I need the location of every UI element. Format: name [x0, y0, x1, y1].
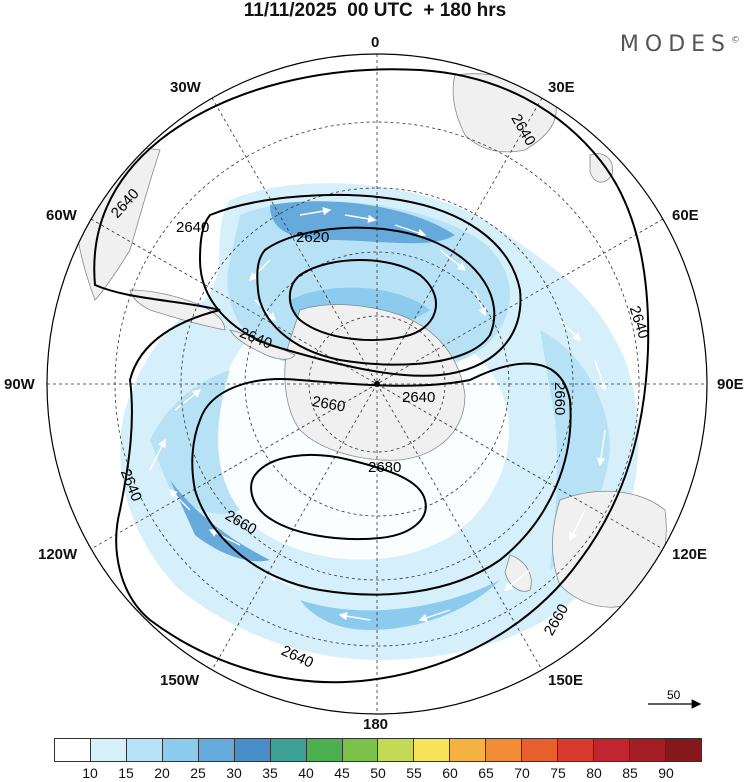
- colorbar-swatch: [162, 739, 199, 761]
- wind-vector: [268, 574, 301, 591]
- colorbar-swatch: [414, 739, 451, 761]
- contour-label: 2640: [176, 219, 209, 236]
- jet-core-west: [150, 370, 240, 514]
- lon-label-150w: 150W: [160, 672, 200, 689]
- colorbar-tick-label: 30: [226, 765, 242, 781]
- colorbar-swatch: [486, 739, 523, 761]
- wind-vector: [299, 207, 332, 216]
- contour-2680: [250, 454, 427, 541]
- wind-vector: [249, 259, 271, 281]
- colorbar-tick-label: 10: [82, 765, 98, 781]
- wind-vector: [559, 319, 581, 341]
- colorbar: [54, 738, 702, 762]
- madagascar: [589, 153, 613, 183]
- contour-label: 2640: [402, 389, 435, 406]
- antarctic-peninsula: [229, 329, 296, 360]
- wind-vector: [569, 509, 586, 542]
- colorbar-tick-label: 65: [478, 765, 494, 781]
- wind-vector: [596, 429, 606, 467]
- lon-label-60w: 60W: [46, 207, 77, 224]
- colorbar-tick-label: 50: [370, 765, 386, 781]
- brand-name: MODES: [619, 32, 731, 57]
- lon-label-120w: 120W: [38, 546, 78, 563]
- contour-2640-ring: [198, 194, 522, 377]
- height-contours: [93, 68, 650, 684]
- colorbar-tick-label: 40: [298, 765, 314, 781]
- colorbar-tick-label: 45: [334, 765, 350, 781]
- colorbar-swatch: [234, 739, 271, 761]
- south-pole-marker: [374, 381, 380, 387]
- wind-vector: [394, 224, 427, 237]
- map-title: 11/11/2025 00 UTC + 180 hrs: [243, 0, 507, 21]
- jet-core-southwest: [170, 480, 270, 562]
- lon-label-150e: 150E: [548, 672, 584, 689]
- colorbar-tick-label: 75: [550, 765, 566, 781]
- wind-vector: [338, 612, 371, 621]
- colorbar-swatch: [594, 739, 630, 761]
- colorbar-swatch: [665, 739, 701, 761]
- colorbar-swatch: [306, 739, 343, 761]
- wind-vector: [149, 438, 166, 471]
- colorbar-tick-label: 55: [406, 765, 422, 781]
- contour-2620-outer: [256, 226, 496, 366]
- colorbar-tick-label: 15: [118, 765, 134, 781]
- colorbar-tick-label: 25: [190, 765, 206, 781]
- wind-vector: [174, 389, 202, 411]
- wind-vector: [439, 249, 467, 271]
- reference-vector: 50: [645, 688, 705, 718]
- colorbar-swatch: [55, 739, 91, 761]
- lon-label-0: 0: [371, 34, 380, 51]
- contour-2640-outer: [93, 68, 650, 684]
- colorbar-tick-label: 20: [154, 765, 170, 781]
- map-boundary: [46, 53, 708, 715]
- wind-vector: [254, 299, 276, 321]
- colorbar-tick-label: 35: [262, 765, 278, 781]
- colorbar-tick-label: 70: [514, 765, 530, 781]
- contour-label: 2620: [296, 229, 329, 246]
- lon-label-180: 180: [363, 716, 389, 733]
- colorbar-swatch: [558, 739, 595, 761]
- contour-2660-west: [191, 362, 572, 596]
- colorbar-swatch: [522, 739, 559, 761]
- colorbar-tick-label: 60: [442, 765, 458, 781]
- colorbar-swatch: [342, 739, 379, 761]
- wind-vectors: [149, 207, 607, 622]
- colorbar-tick-label: 80: [586, 765, 602, 781]
- new-zealand: [504, 554, 532, 592]
- colorbar-swatch: [378, 739, 415, 761]
- contour-label: 2660: [551, 382, 568, 415]
- wind-vector: [169, 489, 191, 511]
- reference-vector-label: 50: [667, 688, 681, 702]
- colorbar-swatch: [90, 739, 127, 761]
- copyright-mark: ©: [731, 35, 740, 46]
- wind-vector: [208, 529, 241, 546]
- wind-vector: [503, 569, 531, 591]
- lon-label-120e: 120E: [672, 546, 708, 563]
- contour-label: 2660: [311, 393, 347, 416]
- colorbar-swatch: [630, 739, 666, 761]
- wind-vector: [594, 359, 607, 392]
- colorbar-tick-label: 85: [622, 765, 638, 781]
- colorbar-swatch: [450, 739, 487, 761]
- lon-label-90w: 90W: [4, 376, 35, 393]
- wind-vector: [344, 214, 377, 223]
- colorbar-swatch: [126, 739, 163, 761]
- colorbar-tick-label: 90: [658, 765, 674, 781]
- brand-logo: MODES©: [620, 32, 740, 57]
- colorbar-swatch: [270, 739, 307, 761]
- contour-2620-inner: [288, 259, 437, 341]
- colorbar-swatch: [198, 739, 235, 761]
- lon-label-30w: 30W: [170, 79, 201, 96]
- lon-label-90e: 90E: [717, 376, 744, 393]
- south-america-land: [73, 147, 161, 301]
- australia-land: [552, 490, 667, 608]
- lon-label-60e: 60E: [672, 207, 699, 224]
- contour-label: 2680: [368, 459, 401, 476]
- africa-land: [452, 73, 557, 153]
- lon-label-30e: 30E: [548, 79, 575, 96]
- wind-vector: [474, 289, 487, 317]
- wind-vector: [418, 609, 451, 622]
- jet-core-south: [300, 580, 500, 630]
